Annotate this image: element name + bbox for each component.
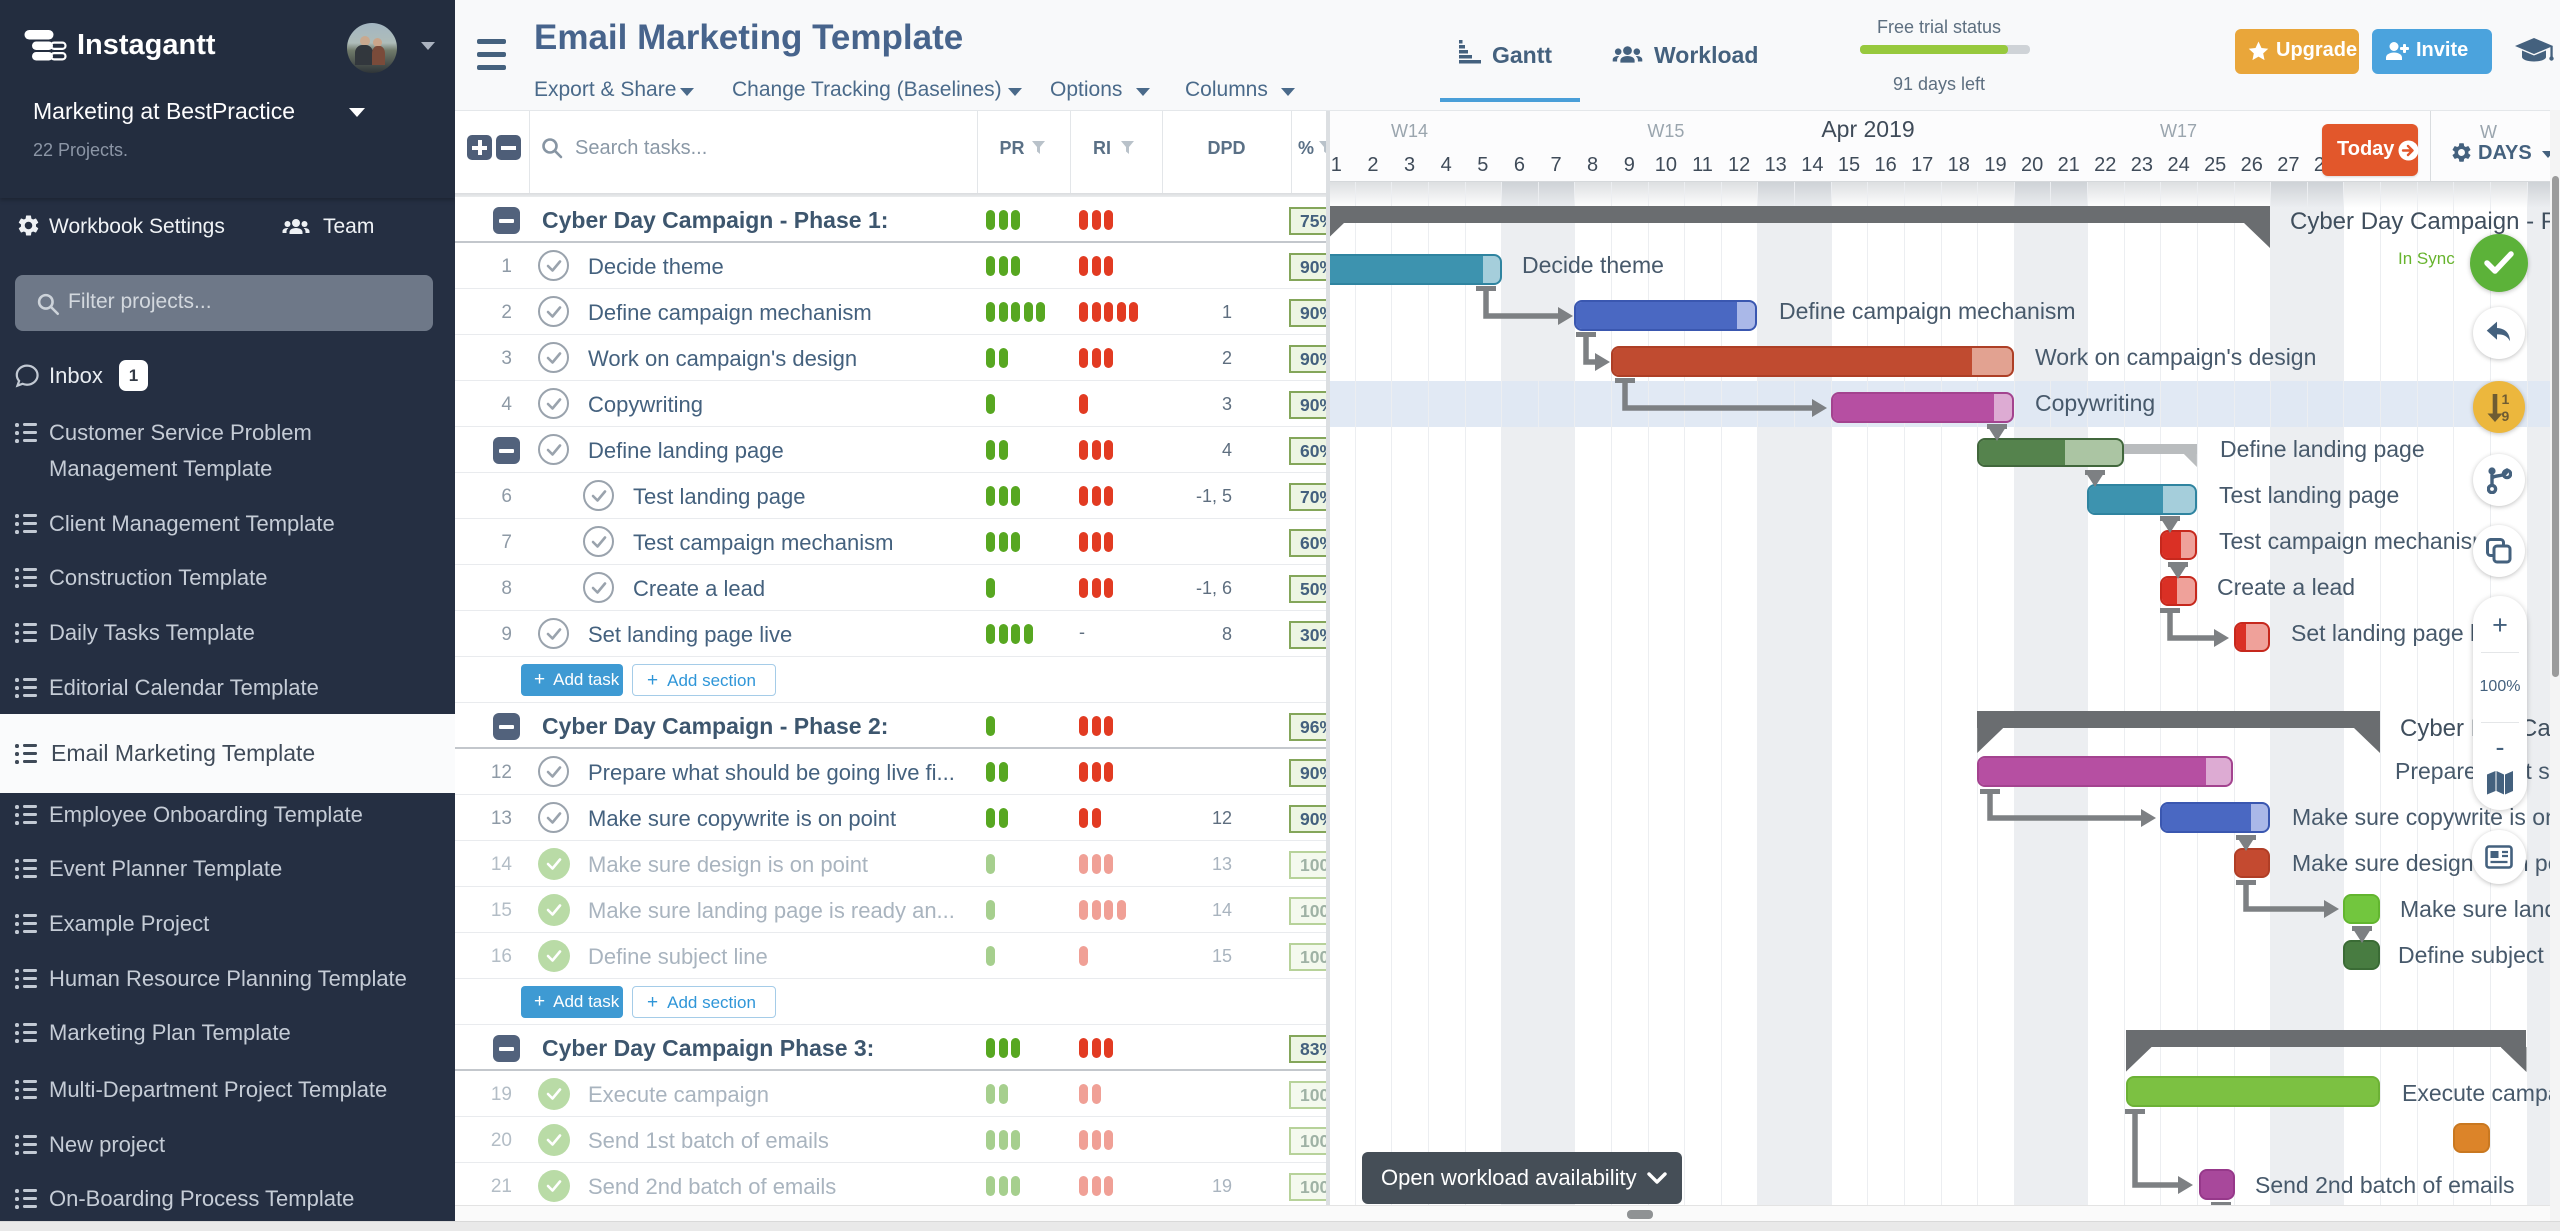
- svg-text:1: 1: [2502, 391, 2510, 407]
- svg-text:9: 9: [2502, 408, 2510, 423]
